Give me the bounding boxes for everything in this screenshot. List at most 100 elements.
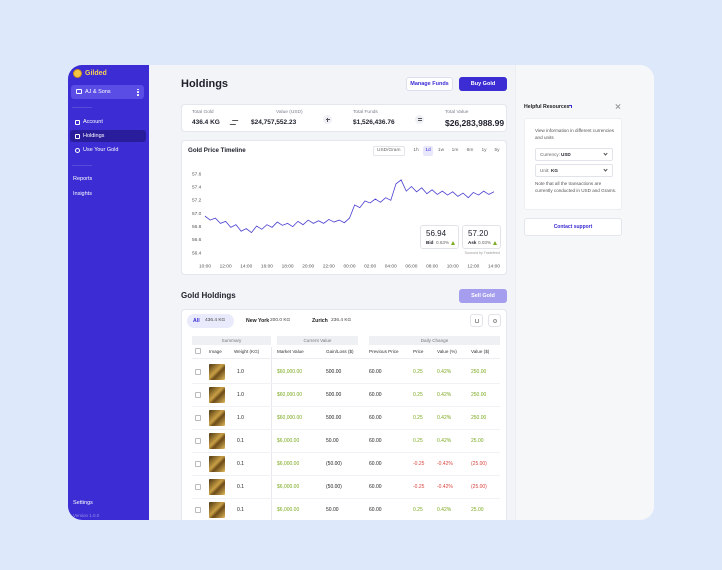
column-header[interactable]: Image [209,349,222,354]
range-button[interactable]: 1m [451,148,459,153]
x-tick-label: 14:00 [488,263,500,269]
x-tick-label: 04:00 [385,263,397,269]
nav-item[interactable]: Use Your Gold [70,144,146,156]
location-tab[interactable]: All 436.4 KG [187,314,234,328]
download-button[interactable] [470,314,483,327]
menu-dot [137,94,139,96]
column-header[interactable]: Value ($) [471,349,490,354]
button[interactable]: Contact support [524,218,622,236]
row-checkbox[interactable] [195,369,201,375]
plus-bar [327,117,328,122]
select[interactable]: Currency: USD [535,148,613,161]
range-button[interactable]: 6m [466,148,474,153]
row-rule [192,383,500,384]
column-header[interactable]: Value (%) [437,349,457,354]
table-cell: 0.42% [437,438,452,444]
row-checkbox[interactable] [195,461,201,467]
row-rule [192,429,500,430]
column-group: Daily Change [369,336,500,345]
column-header[interactable]: Market Value [277,349,304,354]
y-tick-label: 56.6 [192,237,202,243]
divider [72,107,92,108]
table-cell: 60.00 [369,484,382,490]
row-checkbox[interactable] [195,507,201,513]
x-tick-label: 02:00 [364,263,376,269]
table-cell: $60,000.00 [277,415,303,421]
table-cell: 25.00 [471,507,484,513]
row-checkbox[interactable] [195,392,201,398]
row-rule [192,475,500,476]
settings-button[interactable] [488,314,501,327]
row-rule [192,452,500,453]
table-cell: 50.00 [326,438,339,444]
table-cell: 0.1 [237,484,244,490]
nav-item[interactable]: Holdings [70,130,146,142]
column-header[interactable]: Weight (KG) [234,349,260,354]
table-cell: 500.00 [326,369,342,375]
x-tick-label: 06:00 [405,263,417,269]
range-button[interactable]: 1w [437,148,445,153]
table-cell: 0.1 [237,438,244,444]
chevron [603,167,608,172]
table-cell: (50.00) [326,461,342,467]
summary-label: Total Funds [353,110,378,115]
tab-name: Zurich [312,318,328,324]
y-tick-label: 57.2 [192,198,202,204]
tab-amount: 436.4 KG [205,318,226,323]
button[interactable]: Buy Gold [459,77,507,91]
column-header[interactable]: Price [413,349,424,354]
workspace-switcher[interactable]: AJ & Sons [71,85,144,99]
x-tick-label: 12:00 [220,263,232,269]
range-button[interactable]: 1y [481,148,487,153]
summary-card: Total Gold 436.4 KG Value (USD) $24,757,552… [181,104,507,132]
select[interactable]: Unit: KG [535,164,613,177]
close-button[interactable] [615,103,621,109]
nav-item[interactable]: Account [70,116,146,128]
brand: Gilded [85,70,107,77]
table-cell: 0.25 [413,369,423,375]
range-button[interactable]: 1d [423,146,433,156]
table-cell: $60,000.00 [277,392,303,398]
quote-change: 0.63% [436,240,450,245]
table-cell: $60,000.00 [277,369,303,375]
row-checkbox[interactable] [195,484,201,490]
select-value: KG [551,168,558,173]
row-rule [192,406,500,407]
x-tick-label: 12:00 [467,263,479,269]
x-tick-label: 08:00 [426,263,438,269]
nav-item[interactable]: Insights [73,191,92,197]
unit-selector[interactable]: USD/Gram [373,146,405,156]
location-tab[interactable]: New York 200.0 KG [240,314,300,328]
button[interactable]: Manage Funds [406,77,453,91]
table-cell: 1.0 [237,369,244,375]
range-button[interactable]: 5y [494,148,500,153]
table-cell: -0.42% [437,461,453,467]
y-tick-label: 57.0 [192,211,202,217]
table-cell: $6,000.00 [277,438,300,444]
external-link-icon [569,105,572,108]
table-cell: -0.25 [413,461,425,467]
row-checkbox[interactable] [195,415,201,421]
nav-item[interactable]: Settings [73,500,93,506]
x-tick-label: 22:00 [323,263,335,269]
y-tick-label: 57.4 [192,184,202,190]
location-tab[interactable]: Zurich 236.4 KG [306,314,366,328]
range-button[interactable]: 1h [413,148,419,153]
row-checkbox[interactable] [195,438,201,444]
summary-value: $1,526,436.76 [353,119,395,126]
quote-box: 56.94 Bid 0.63% [420,225,459,249]
x-tick-label: 18:00 [282,263,294,269]
tab-name: New York [246,318,270,324]
row-rule [192,498,500,499]
table-cell: 1.0 [237,415,244,421]
nav-item[interactable]: Reports [73,176,93,182]
column-header[interactable]: Gain/Loss ($) [326,349,354,354]
table-cell: 0.25 [413,438,423,444]
table-cell: (50.00) [326,484,342,490]
workspace-icon [76,89,82,94]
menu-dot [137,88,139,90]
column-header[interactable]: Previous Price [369,349,399,354]
nav-icon [75,119,80,125]
button[interactable]: Sell Gold [459,289,507,303]
summary-label: Total Gold [192,110,214,115]
